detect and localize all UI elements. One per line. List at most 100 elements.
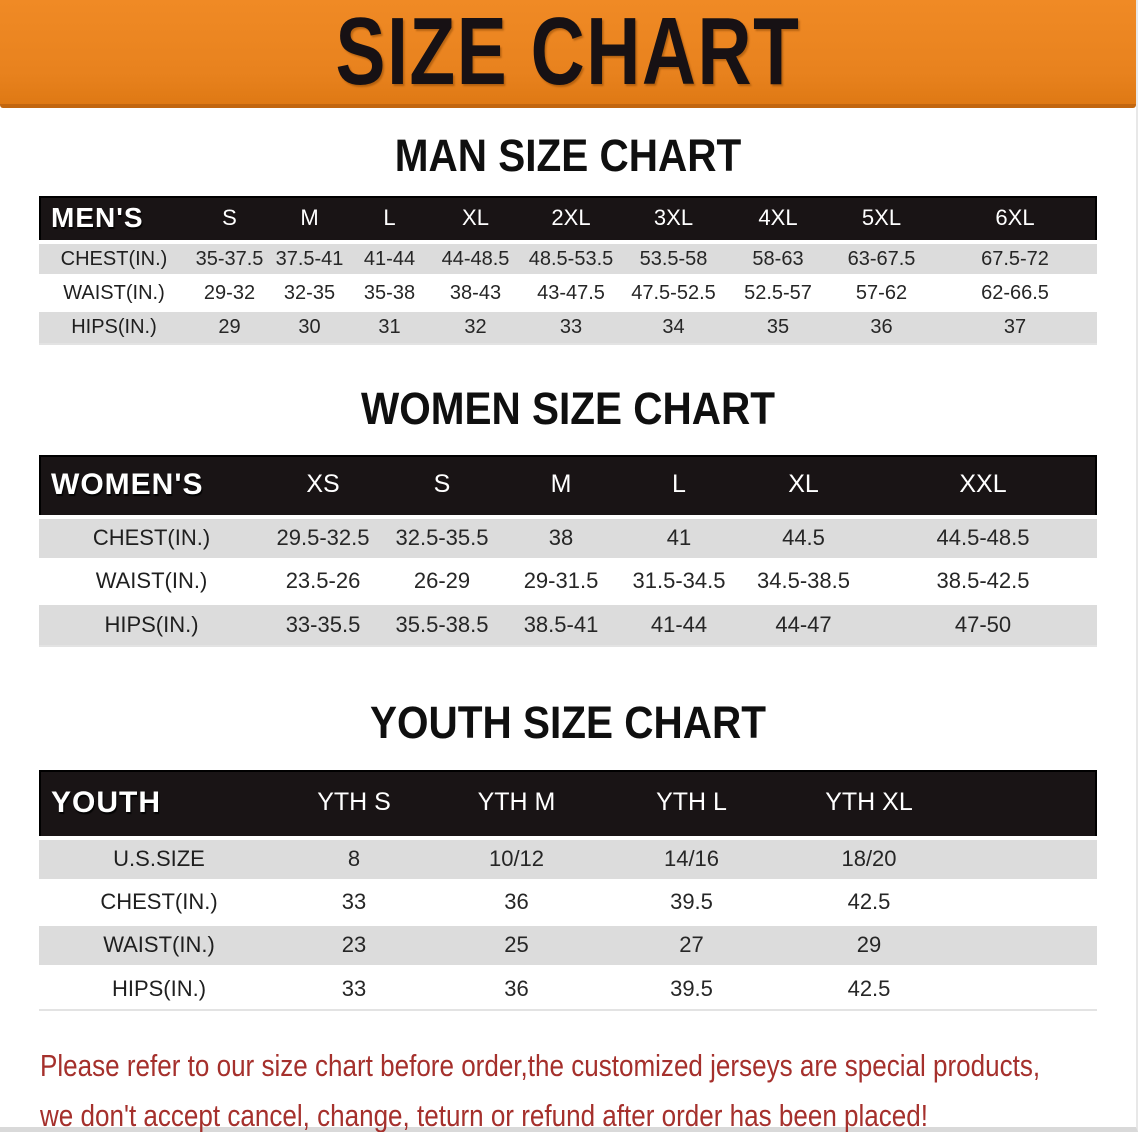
size-cell: 33 (341, 889, 367, 915)
banner: SIZE CHART (0, 0, 1136, 108)
size-col-header: L (383, 205, 396, 231)
size-cell: 37.5-41 (275, 247, 344, 270)
size-cell: 47-50 (954, 611, 1012, 637)
filler-cell (959, 881, 1097, 924)
size-cell: 43-47.5 (537, 281, 605, 304)
size-col-header: 5XL (861, 205, 902, 231)
size-cell: 34 (662, 316, 685, 339)
women-chest-row: CHEST(IN.) 29.5-32.5 32.5-35.5 38 41 44.… (39, 516, 1097, 560)
size-cell: 29 (856, 932, 882, 958)
size-cell: 32-35 (283, 281, 336, 304)
size-cell: 34.5-38.5 (757, 568, 850, 593)
row-label: CHEST(IN.) (92, 525, 211, 550)
size-cell: 36 (870, 316, 893, 339)
size-cell: 67.5-72 (981, 247, 1049, 270)
size-cell: 10/12 (488, 846, 545, 872)
row-label: U.S.SIZE (113, 846, 205, 872)
size-cell: 35.5-38.5 (395, 611, 489, 637)
size-col-header: M (300, 205, 319, 231)
men-table-corner-label: MEN'S (51, 202, 144, 234)
men-waist-row: WAIST(IN.) 29-32 32-35 35-38 38-43 43-47… (39, 276, 1097, 311)
size-cell: 31.5-34.5 (632, 568, 726, 593)
size-cell: 27 (679, 932, 704, 958)
size-cell: 36 (504, 975, 529, 1001)
size-cell: 57-62 (855, 281, 908, 304)
size-cell: 35 (766, 316, 790, 339)
size-cell: 31 (378, 316, 401, 339)
youth-size-chart-section: YOUTH SIZE CHART YOUTH YTH S YTH M YTH L… (0, 696, 1136, 1011)
size-col-header: YTH XL (825, 788, 913, 817)
filler-cell (959, 967, 1097, 1010)
size-col-header: 6XL (995, 205, 1035, 231)
women-waist-row: WAIST(IN.) 23.5-26 26-29 29-31.5 31.5-34… (39, 559, 1097, 603)
size-cell: 37 (1003, 316, 1027, 339)
youth-size-chart-title: YOUTH SIZE CHART (369, 696, 766, 748)
row-label: CHEST(IN.) (100, 889, 218, 915)
youth-ussize-row: U.S.SIZE 8 10/12 14/16 18/20 (39, 837, 1097, 881)
men-table-header-row: MEN'S S M L XL 2XL 3XL 4XL 5XL 6XL (39, 196, 1097, 243)
size-cell: 42.5 (847, 975, 891, 1001)
women-size-table: WOMEN'S XS S M L XL XXL CHEST(IN.) 29.5-… (39, 454, 1097, 647)
size-cell: 38.5-42.5 (936, 568, 1030, 593)
size-cell: 44-47 (775, 611, 832, 637)
size-cell: 41-44 (363, 247, 416, 270)
size-col-header: YTH S (317, 788, 391, 817)
size-cell: 30 (298, 316, 321, 339)
size-cell: 26-29 (413, 568, 471, 593)
women-table-header-row: WOMEN'S XS S M L XL XXL (39, 454, 1097, 517)
size-cell: 33-35.5 (285, 611, 361, 637)
size-cell: 33 (341, 975, 367, 1001)
size-cell: 38.5-41 (523, 611, 599, 637)
size-cell: 8 (347, 846, 361, 872)
youth-hips-row: HIPS(IN.) 33 36 39.5 42.5 (39, 966, 1097, 1010)
size-cell: 36 (504, 889, 529, 915)
size-cell: 42.5 (847, 889, 891, 915)
size-cell: 53.5-58 (639, 247, 708, 270)
men-chest-row: CHEST(IN.) 35-37.5 37.5-41 41-44 44-48.5… (39, 242, 1097, 277)
size-cell: 41 (666, 525, 692, 550)
size-cell: 41-44 (650, 611, 708, 637)
size-col-header: XL (788, 470, 819, 498)
filler-cell (959, 924, 1097, 967)
size-cell: 25 (504, 932, 529, 958)
women-size-chart-section: WOMEN SIZE CHART WOMEN'S XS S M L XL XXL (0, 385, 1136, 646)
row-label: HIPS(IN.) (104, 611, 199, 637)
size-cell: 58-63 (752, 247, 804, 270)
size-cell: 39.5 (670, 889, 713, 915)
banner-title: SIZE CHART (335, 0, 801, 105)
size-cell: 29 (218, 316, 241, 339)
row-label: WAIST(IN.) (95, 568, 208, 593)
size-col-header: YTH M (477, 788, 556, 817)
women-table-corner-label: WOMEN'S (51, 467, 204, 501)
size-col-header: 2XL (551, 205, 591, 231)
size-cell: 38-43 (449, 281, 502, 304)
size-cell: 32.5-35.5 (395, 525, 489, 550)
size-cell: 39.5 (670, 975, 713, 1001)
filler-cell (959, 770, 1097, 838)
size-cell: 44.5 (782, 525, 825, 550)
row-label: HIPS(IN.) (71, 316, 157, 339)
youth-table-corner-label: YOUTH (51, 785, 161, 819)
size-cell: 18/20 (841, 846, 897, 872)
size-col-header: 3XL (653, 205, 694, 231)
row-label: HIPS(IN.) (111, 975, 207, 1001)
size-cell: 52.5-57 (744, 281, 812, 304)
size-col-header: XL (462, 205, 489, 231)
filler-cell (959, 838, 1097, 881)
size-cell: 48.5-53.5 (528, 247, 614, 270)
size-cell: 35-38 (363, 281, 416, 304)
man-size-chart-title: MAN SIZE CHART (394, 130, 742, 181)
size-col-header: 4XL (758, 205, 798, 231)
row-label: CHEST(IN.) (60, 247, 168, 270)
size-cell: 62-66.5 (981, 281, 1049, 304)
row-label: WAIST(IN.) (63, 281, 165, 304)
note-line-1: Please refer to our size chart before or… (40, 1047, 1041, 1083)
youth-chest-row: CHEST(IN.) 33 36 39.5 42.5 (39, 880, 1097, 924)
size-cell: 44-48.5 (441, 247, 510, 270)
size-cell: 14/16 (663, 846, 720, 872)
size-cell: 33 (559, 316, 583, 339)
size-cell: 63-67.5 (847, 247, 916, 270)
size-cell: 35-37.5 (195, 247, 264, 270)
women-size-chart-title: WOMEN SIZE CHART (361, 383, 775, 435)
